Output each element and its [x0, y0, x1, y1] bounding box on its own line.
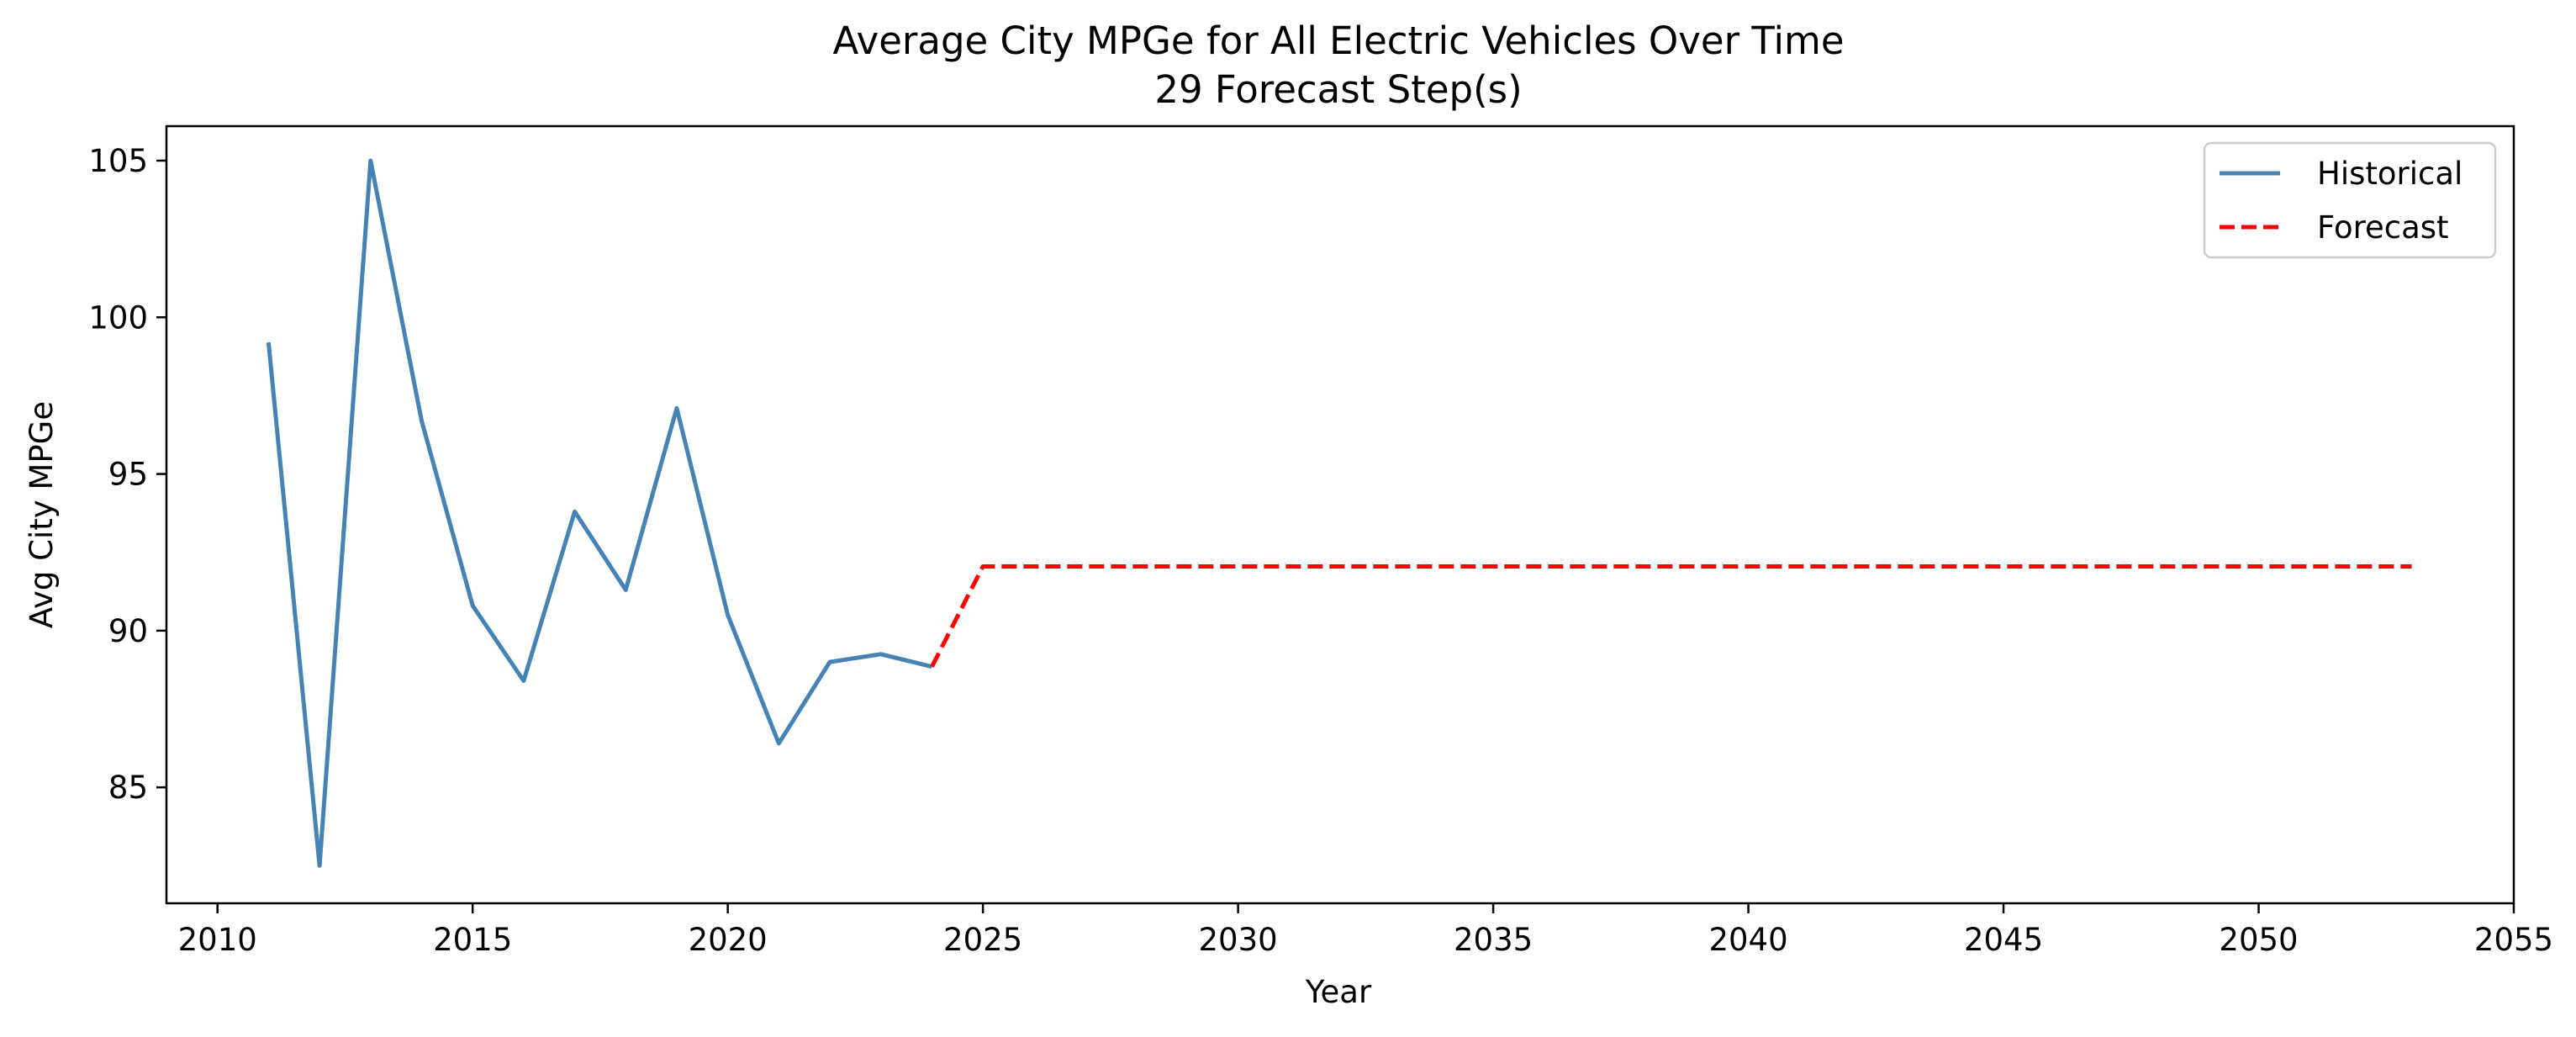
x-axis: 2010 2015 2020 2025 2030 2035 2040 2045 2050 2055 — [178, 903, 2553, 958]
legend: Historical Forecast — [2203, 141, 2497, 259]
y-axis-label: Avg City MPGe — [24, 401, 60, 628]
y-tick-label: 100 — [88, 299, 148, 336]
series-line-historical — [266, 158, 933, 868]
x-tick-label: 2030 — [1199, 922, 1278, 958]
x-tick-label: 2020 — [689, 922, 768, 958]
legend-historical-label: Historical — [2317, 156, 2463, 192]
y-axis: 85 90 95 100 105 — [88, 143, 166, 806]
legend-forecast-label: Forecast — [2317, 209, 2449, 246]
x-tick-label: 2015 — [433, 922, 512, 958]
plot-frame — [165, 124, 2515, 905]
y-tick-label: 85 — [108, 770, 148, 806]
x-tick-label: 2050 — [2219, 922, 2298, 958]
y-tick-label: 90 — [108, 613, 148, 649]
chart-subtitle: 29 Forecast Step(s) — [1154, 67, 1522, 112]
x-tick-label: 2010 — [178, 922, 257, 958]
series-line-forecast — [930, 563, 2412, 668]
x-tick-label: 2035 — [1454, 922, 1533, 958]
y-tick-label: 95 — [108, 457, 148, 493]
x-tick-label: 2055 — [2474, 922, 2553, 958]
series-group — [266, 158, 2412, 868]
x-tick-label: 2025 — [943, 922, 1022, 958]
x-tick-label: 2040 — [1708, 922, 1787, 958]
y-tick-label: 105 — [88, 143, 148, 179]
x-tick-label: 2045 — [1964, 922, 2043, 958]
x-axis-label: Year — [1305, 974, 1372, 1010]
chart-title: Average City MPGe for All Electric Vehic… — [832, 19, 1844, 63]
